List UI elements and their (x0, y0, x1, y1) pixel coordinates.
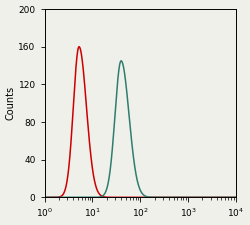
Y-axis label: Counts: Counts (6, 86, 16, 120)
